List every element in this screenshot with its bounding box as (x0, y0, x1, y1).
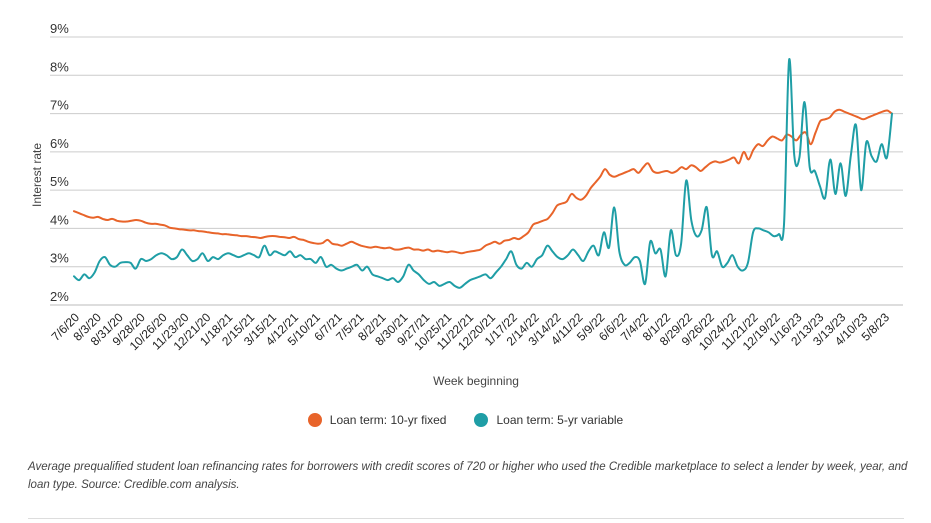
x-axis-title: Week beginning (433, 374, 519, 388)
x-axis-ticks: 7/6/208/3/208/31/209/28/2010/26/2011/23/… (49, 310, 893, 353)
y-tick-label: 2% (50, 289, 69, 304)
y-axis-ticks: 2% 3% 4% 5% 6% 7% 8% 9% (50, 21, 69, 304)
series-line-5yr-variable (73, 58, 893, 289)
chart-legend: Loan term: 10-yr fixed Loan term: 5-yr v… (0, 413, 931, 427)
y-tick-label: 5% (50, 174, 69, 189)
legend-item-5yr-variable[interactable]: Loan term: 5-yr variable (474, 413, 623, 427)
y-tick-label: 7% (50, 98, 69, 113)
y-axis-title: Interest rate (30, 143, 44, 207)
line-chart: 2% 3% 4% 5% 6% 7% 8% 9% 7/6/208/3/208/31/209/28… (30, 21, 903, 388)
chart-caption: Average prequalified student loan refina… (28, 461, 908, 491)
legend-label-5yr-variable: Loan term: 5-yr variable (496, 413, 624, 427)
legend-swatch-5yr-variable (474, 413, 489, 427)
gridlines (50, 36, 903, 306)
series-lines (73, 58, 893, 289)
y-tick-label: 4% (50, 212, 69, 227)
y-tick-label: 9% (50, 21, 69, 36)
y-tick-label: 8% (50, 59, 69, 74)
y-tick-label: 3% (50, 251, 69, 266)
y-tick-label: 6% (50, 136, 69, 151)
legend-item-10yr-fixed[interactable]: Loan term: 10-yr fixed (307, 413, 447, 427)
legend-swatch-10yr-fixed (307, 413, 322, 427)
divider (28, 518, 904, 519)
series-line-10yr-fixed (73, 108, 893, 255)
legend-label-10yr-fixed: Loan term: 10-yr fixed (329, 413, 447, 427)
